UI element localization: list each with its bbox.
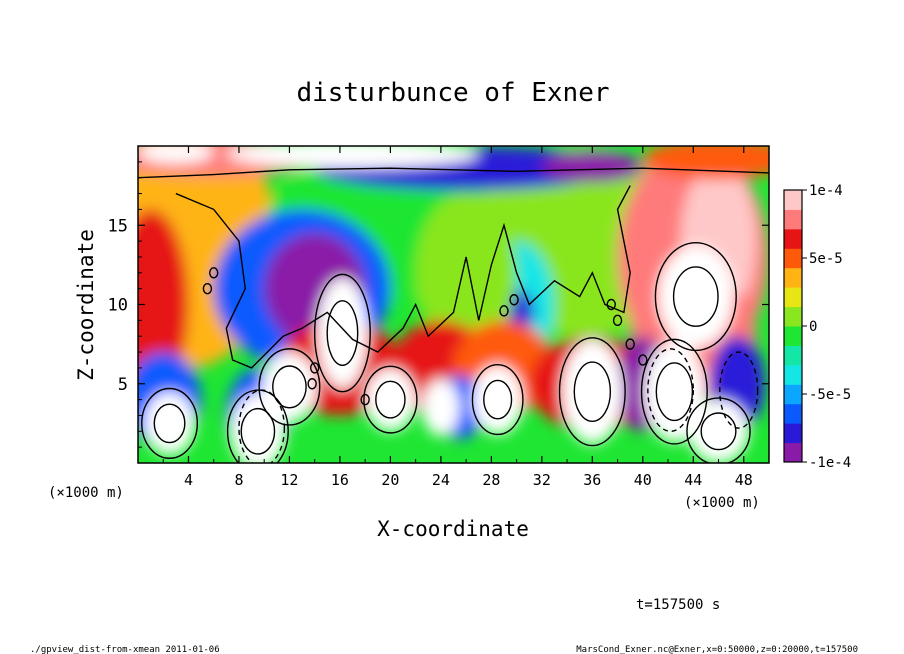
- field-patch: [657, 245, 734, 348]
- field-patch: [144, 391, 195, 456]
- x-tick-label: 48: [735, 471, 753, 489]
- colorbar-swatch: [784, 345, 802, 366]
- y-axis-label: Z-coordinate: [74, 229, 98, 381]
- field-patch: [317, 277, 368, 389]
- x-tick-label: 28: [482, 471, 500, 489]
- contour-loop: [558, 337, 626, 447]
- field-patch: [541, 150, 643, 183]
- x-tick-label: 8: [234, 471, 243, 489]
- source-label: MarsCond_Exner.nc@Exner,x=0:50000,z=0:20…: [576, 645, 858, 654]
- colorbar-swatch: [784, 364, 802, 385]
- contour-loop: [640, 338, 708, 445]
- field-patch: [421, 378, 460, 437]
- x-tick-label: 12: [280, 471, 298, 489]
- contour-loop: [226, 389, 289, 463]
- zero-contour-top: [138, 167, 769, 179]
- contour-loop-inner: [700, 412, 737, 451]
- colorbar-swatch: [784, 209, 802, 230]
- x-tick-label: 32: [533, 471, 551, 489]
- y-tick-label: 15: [108, 216, 128, 236]
- colorbar-swatch: [784, 248, 802, 269]
- contour-loop-inner: [483, 379, 513, 420]
- field-patch: [688, 399, 749, 463]
- contour-loop-inner: [153, 403, 186, 444]
- colorbar-tick-label: 1e-4: [809, 183, 843, 199]
- colorbar-swatch: [784, 403, 802, 424]
- script-label: ./gpview_dist-from-xmean 2011-01-06: [30, 645, 220, 654]
- contour-loop: [686, 397, 751, 463]
- contour-small-loop: [625, 338, 635, 350]
- contour-small-loop: [638, 354, 648, 366]
- contour-small-loop: [499, 305, 509, 317]
- colorbar-swatch: [784, 384, 802, 405]
- colorbar-swatch: [784, 306, 802, 327]
- contour-loop-inner: [272, 365, 307, 409]
- x-unit-right: (×1000 m): [684, 495, 760, 511]
- contour-small-loop: [509, 294, 519, 306]
- colorbar: 1e-4 5e-5 0 -5e-5 -1e-4: [783, 183, 851, 471]
- field-patch: [138, 209, 189, 400]
- contour-small-loop: [202, 282, 213, 295]
- x-tick-label: 36: [583, 471, 601, 489]
- contour-small-loop: [360, 393, 370, 406]
- colorbar-swatch: [784, 267, 802, 288]
- y-tick-label: 10: [108, 296, 128, 316]
- y-axis: 5 10 15: [108, 161, 769, 448]
- colorbar-swatch: [784, 442, 802, 463]
- field-patch: [230, 393, 286, 463]
- contour-small-loop: [309, 362, 320, 374]
- heatmap-field: [138, 146, 769, 463]
- x-tick-label: 40: [634, 471, 652, 489]
- contour-loop-negative: [238, 389, 286, 463]
- x-tick-label: 44: [684, 471, 702, 489]
- colorbar-swatch: [784, 287, 802, 308]
- field-patch: [365, 367, 416, 432]
- colorbar-tick-label: 5e-5: [809, 251, 843, 267]
- colorbar-swatch: [784, 423, 802, 444]
- x-tick-label: 20: [381, 471, 399, 489]
- contour-loop: [363, 365, 418, 434]
- contour-small-loop: [612, 314, 623, 327]
- x-tick-label: 4: [184, 471, 193, 489]
- field-patch: [415, 193, 517, 353]
- contour-small-loop: [606, 298, 616, 311]
- field-patch: [472, 364, 523, 435]
- contour-loop-inner: [375, 380, 406, 419]
- time-label: t=157500 s: [636, 597, 720, 613]
- field-patch: [562, 339, 623, 444]
- x-axis-label: X-coordinate: [377, 517, 529, 541]
- chart-title: disturbunce of Exner: [296, 78, 609, 108]
- field-patch: [642, 146, 769, 180]
- contour-loop-inner: [573, 361, 612, 423]
- contour-loop: [258, 348, 321, 426]
- colorbar-swatch: [784, 228, 802, 249]
- contour-loop-inner: [655, 362, 694, 422]
- contour-small-loop: [307, 378, 317, 390]
- x-tick-label: 16: [331, 471, 349, 489]
- colorbar-swatch: [784, 190, 802, 210]
- colorbar-tick-label: -1e-4: [809, 455, 851, 471]
- contour-loop-inner: [672, 266, 719, 327]
- contour-loop: [654, 241, 737, 352]
- colorbar-tick-label: -5e-5: [809, 387, 851, 403]
- field-patch: [138, 146, 214, 164]
- contour-loop: [313, 273, 371, 393]
- contour-loop-negative: [719, 351, 759, 429]
- x-axis: 4 8 12 16 20 24 28 32 36 40 44 48: [162, 146, 753, 489]
- x-unit-left: (×1000 m): [48, 485, 124, 501]
- contour-loop: [141, 387, 199, 459]
- colorbar-tick-label: 0: [809, 319, 817, 335]
- colorbar-swatch: [784, 326, 802, 346]
- contour-loop-inner: [240, 407, 276, 455]
- contour-loop: [471, 364, 524, 436]
- contour-loop-negative: [647, 348, 694, 433]
- field-patch: [226, 146, 479, 169]
- zero-contour-main: [175, 185, 631, 369]
- x-tick-label: 24: [432, 471, 450, 489]
- contour-loop-inner: [326, 300, 359, 366]
- y-tick-label: 5: [118, 375, 128, 395]
- contour-small-loop: [209, 267, 219, 279]
